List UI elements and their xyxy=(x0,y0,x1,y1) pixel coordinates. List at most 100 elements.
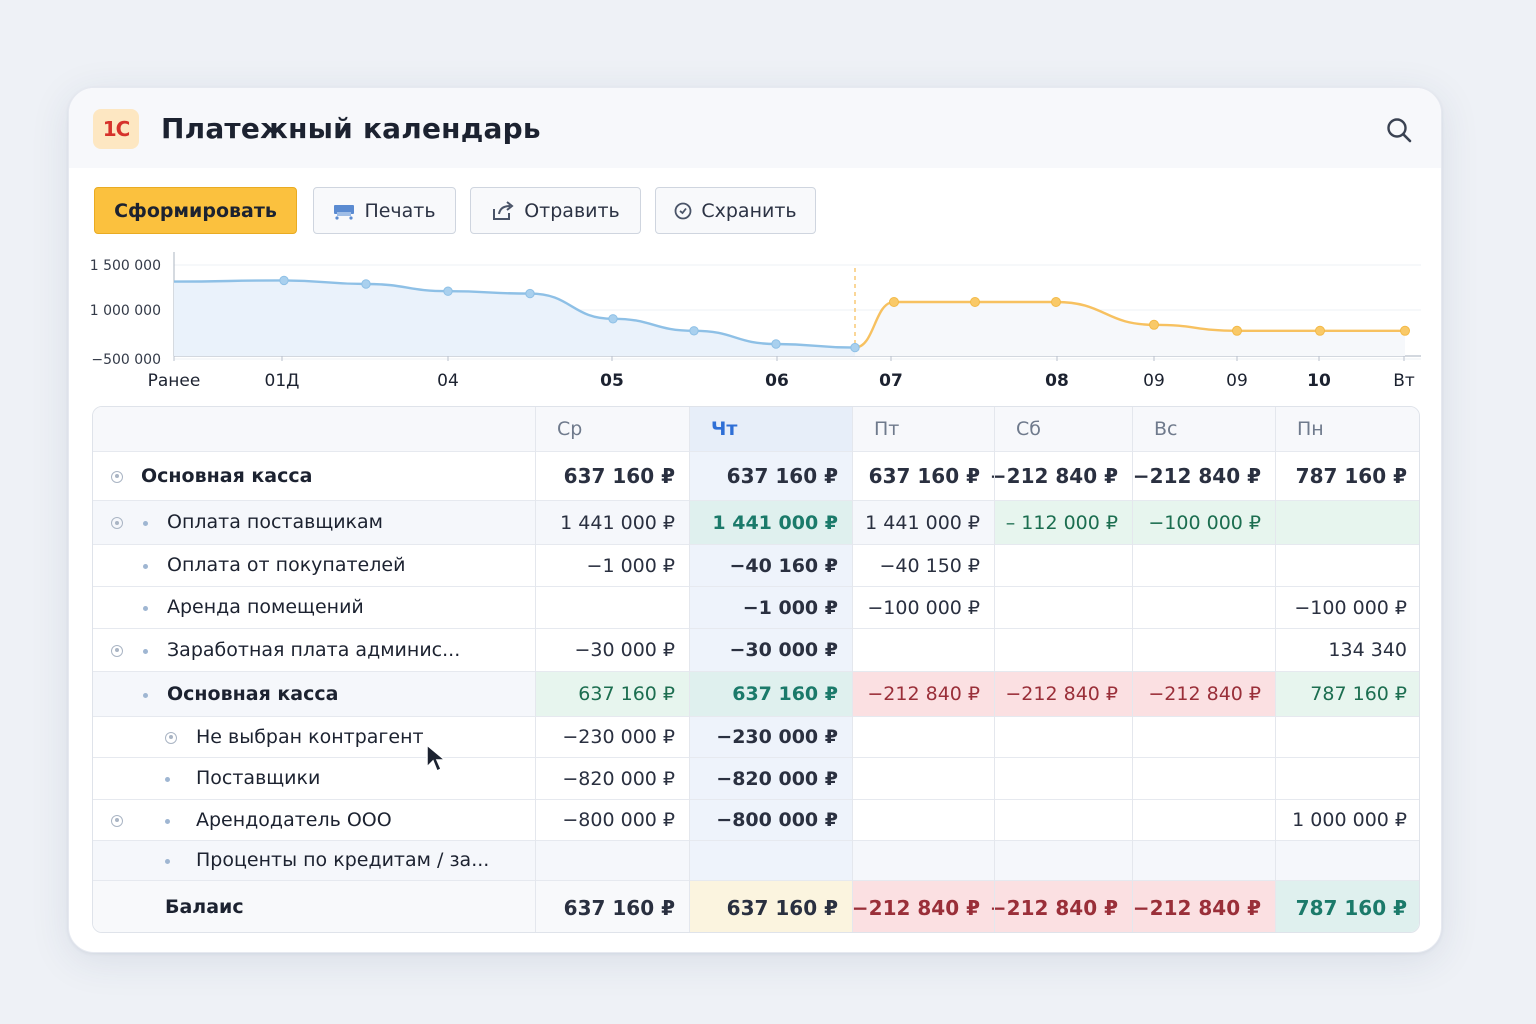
amount-cell[interactable]: 134 340 xyxy=(1328,639,1407,661)
bullet-icon xyxy=(165,859,170,864)
table-row[interactable]: Поставщики −820 000 ₽ −820 000 ₽ xyxy=(93,758,1419,800)
amount-cell[interactable] xyxy=(1132,629,1275,671)
amount-cell[interactable] xyxy=(852,800,994,840)
forecast-point xyxy=(889,297,899,307)
amount-cell[interactable]: −212 840 ₽ xyxy=(990,881,1132,932)
row-label: Заработная плата админис... xyxy=(167,638,461,661)
amount-cell[interactable]: −820 000 ₽ xyxy=(689,758,852,799)
table-row[interactable]: Оплата от покупателей −1 000 ₽ −40 160 ₽ −4… xyxy=(93,545,1419,587)
print-button[interactable]: Печать xyxy=(313,187,456,234)
table-row[interactable]: Аренда помещений −1 000 ₽ −100 000 ₽ −100 0… xyxy=(93,587,1419,629)
amount-cell[interactable]: 637 160 ₽ xyxy=(689,672,852,716)
column-header-4[interactable]: Сб xyxy=(1016,418,1041,440)
table-row[interactable]: Не выбран контрагент −230 000 ₽ −230 000 ₽ xyxy=(93,717,1419,758)
amount-cell[interactable]: −212 840 ₽ xyxy=(852,881,994,932)
amount-cell[interactable]: −100 000 ₽ xyxy=(1132,501,1275,544)
column-header-2[interactable]: Чт xyxy=(689,407,852,451)
amount-cell[interactable] xyxy=(1132,587,1275,628)
x-tick-label: Вт xyxy=(1393,371,1415,391)
amount-cell[interactable]: 1 441 000 ₽ xyxy=(689,501,852,544)
table-row[interactable]: Арендодатель ООО −800 000 ₽ −800 000 ₽ 1 00… xyxy=(93,800,1419,841)
table-row[interactable]: Основная касса 637 160 ₽ 637 160 ₽ 637 160 … xyxy=(93,452,1419,501)
amount-cell[interactable]: −100 000 ₽ xyxy=(1294,596,1407,619)
amount-cell[interactable]: – 112 000 ₽ xyxy=(994,501,1132,544)
expand-radio-icon[interactable] xyxy=(165,731,177,744)
amount-cell[interactable]: −212 840 ₽ xyxy=(852,672,994,716)
column-header-5[interactable]: Вс xyxy=(1154,418,1178,440)
column-header-6[interactable]: Пн xyxy=(1297,418,1324,440)
search-icon[interactable] xyxy=(1385,116,1413,144)
amount-cell[interactable]: −100 000 ₽ xyxy=(867,596,980,619)
amount-cell[interactable]: −800 000 ₽ xyxy=(689,800,852,840)
amount-cell[interactable]: 637 160 ₽ xyxy=(563,464,675,488)
amount-cell[interactable] xyxy=(1132,545,1275,586)
table-row[interactable]: Основная касса 637 160 ₽637 160 ₽ −212 840… xyxy=(93,672,1419,717)
save-button[interactable]: Схранить xyxy=(655,187,816,234)
amount-cell[interactable] xyxy=(1132,841,1275,880)
amount-cell[interactable]: −212 840 ₽ xyxy=(1132,672,1275,716)
amount-cell[interactable]: 637 160 ₽ xyxy=(868,464,980,488)
column-header-1[interactable]: Ср xyxy=(557,418,583,440)
amount-cell[interactable] xyxy=(1132,800,1275,840)
amount-cell[interactable]: −230 000 ₽ xyxy=(562,726,675,748)
x-tick-label: 10 xyxy=(1307,371,1331,391)
amount-cell[interactable] xyxy=(1132,717,1275,757)
amount-cell[interactable]: 637 160 ₽ xyxy=(563,895,675,920)
send-button[interactable]: Отравить xyxy=(470,187,641,234)
expand-radio-icon[interactable] xyxy=(111,517,123,529)
amount-cell[interactable]: −40 150 ₽ xyxy=(879,554,980,577)
amount-cell[interactable] xyxy=(1132,758,1275,799)
amount-cell[interactable] xyxy=(852,758,994,799)
expand-radio-icon[interactable] xyxy=(111,644,123,657)
amount-cell[interactable]: 637 160 ₽ xyxy=(535,672,689,716)
amount-cell[interactable] xyxy=(1275,545,1419,586)
amount-cell[interactable]: 787 160 ₽ xyxy=(1275,881,1419,932)
amount-cell[interactable] xyxy=(994,841,1132,880)
amount-cell[interactable]: 637 160 ₽ xyxy=(689,452,852,500)
amount-cell[interactable] xyxy=(994,717,1132,757)
amount-cell[interactable]: 787 160 ₽ xyxy=(1275,672,1419,716)
amount-cell[interactable]: 1 441 000 ₽ xyxy=(560,511,675,534)
row-label-cell: Балаис xyxy=(93,881,535,932)
amount-cell[interactable]: −212 840 ₽ xyxy=(1132,881,1275,932)
table-row[interactable]: Заработная плата админис... −30 000 ₽ −30 … xyxy=(93,629,1419,672)
amount-cell[interactable]: −212 840 ₽ xyxy=(994,672,1132,716)
amount-cell[interactable]: −1 000 ₽ xyxy=(689,587,852,628)
amount-cell[interactable]: −230 000 ₽ xyxy=(689,717,852,757)
amount-cell[interactable] xyxy=(689,841,852,880)
expand-radio-icon[interactable] xyxy=(111,470,123,483)
amount-cell[interactable] xyxy=(994,587,1132,628)
amount-cell[interactable]: 1 000 000 ₽ xyxy=(1292,809,1407,831)
amount-cell[interactable] xyxy=(994,758,1132,799)
amount-cell[interactable]: −40 160 ₽ xyxy=(689,545,852,586)
amount-cell[interactable]: −1 000 ₽ xyxy=(586,554,675,577)
amount-cell[interactable] xyxy=(1275,758,1419,799)
expand-radio-icon[interactable] xyxy=(111,814,123,827)
column-header-3[interactable]: Пт xyxy=(874,418,900,440)
amount-cell[interactable] xyxy=(1275,841,1419,880)
amount-cell[interactable]: 787 160 ₽ xyxy=(1295,464,1407,488)
amount-cell[interactable]: −800 000 ₽ xyxy=(562,809,675,831)
amount-cell[interactable] xyxy=(852,717,994,757)
amount-cell[interactable] xyxy=(1275,717,1419,757)
amount-cell[interactable]: −820 000 ₽ xyxy=(562,767,675,790)
amount-cell[interactable] xyxy=(994,545,1132,586)
amount-cell[interactable] xyxy=(535,587,689,628)
generate-button[interactable]: Сформировать xyxy=(94,187,297,234)
amount-cell[interactable] xyxy=(1275,501,1419,544)
amount-cell[interactable]: 1 441 000 ₽ xyxy=(865,511,980,534)
amount-cell[interactable] xyxy=(535,841,689,880)
amount-cell[interactable]: 637 160 ₽ xyxy=(689,881,852,932)
table-row[interactable]: Оплата поставщикам 1 441 000 ₽ 1 441 000 ₽… xyxy=(93,501,1419,545)
amount-cell[interactable] xyxy=(852,841,994,880)
amount-cell[interactable] xyxy=(852,629,994,671)
amount-cell[interactable] xyxy=(994,629,1132,671)
amount-cell[interactable]: −30 000 ₽ xyxy=(689,629,852,671)
table-row[interactable]: Проценты по кредитам / за... xyxy=(93,841,1419,881)
balance-row[interactable]: Балаис 637 160 ₽637 160 ₽ −212 840 ₽ −212 8… xyxy=(93,881,1419,932)
forecast-point xyxy=(1232,325,1242,336)
amount-cell[interactable]: −212 840 ₽ xyxy=(989,464,1118,488)
amount-cell[interactable] xyxy=(994,800,1132,840)
amount-cell[interactable]: −212 840 ₽ xyxy=(1132,464,1261,488)
amount-cell[interactable]: −30 000 ₽ xyxy=(574,639,675,661)
